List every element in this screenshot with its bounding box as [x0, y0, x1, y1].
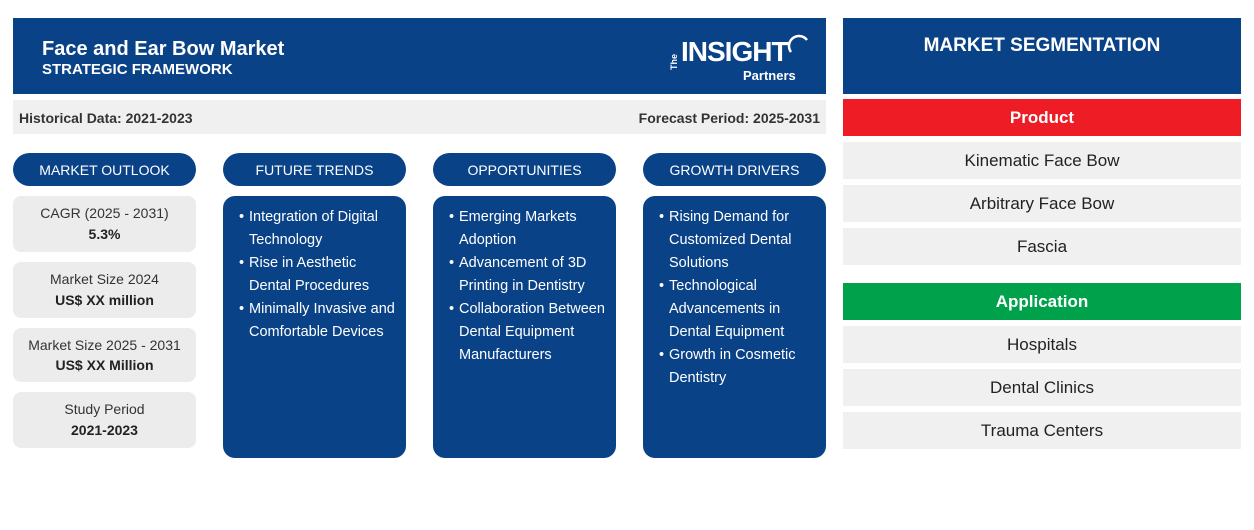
historical-data-label: Historical Data: 2021-2023 — [19, 110, 193, 126]
segment-item-kinematic-face-bow[interactable]: Kinematic Face Bow — [843, 142, 1241, 179]
outlook-value: 2021-2023 — [71, 422, 138, 438]
segment-item-fascia[interactable]: Fascia — [843, 228, 1241, 265]
insight-partners-logo[interactable]: The INSIGHT Partners — [669, 32, 819, 88]
segment-category-application[interactable]: Application — [843, 283, 1241, 320]
growth-drivers-header: GROWTH DRIVERS — [643, 153, 826, 186]
outlook-value: US$ XX million — [55, 292, 154, 308]
list-item: Growth in Cosmetic Dentistry — [659, 344, 816, 390]
segment-item-trauma-centers[interactable]: Trauma Centers — [843, 412, 1241, 449]
page-title: Face and Ear Bow Market — [42, 38, 285, 60]
outlook-card-market-size-forecast: Market Size 2025 - 2031 US$ XX Million — [13, 328, 196, 382]
list-item: Integration of Digital Technology — [239, 206, 396, 252]
list-item: Minimally Invasive and Comfortable Devic… — [239, 298, 396, 344]
logo-partners-text: Partners — [743, 68, 796, 83]
list-item: Technological Advancements in Dental Equ… — [659, 275, 816, 344]
logo-insight-text: INSIGHT — [681, 36, 789, 67]
list-item: Advancement of 3D Printing in Dentistry — [449, 252, 606, 298]
market-segmentation-title: MARKET SEGMENTATION — [843, 18, 1241, 94]
outlook-label: Study Period — [64, 401, 145, 417]
opportunities-header: OPPORTUNITIES — [433, 153, 616, 186]
market-outlook-header: MARKET OUTLOOK — [13, 153, 196, 186]
page-subtitle: STRATEGIC FRAMEWORK — [42, 61, 233, 78]
forecast-period-label: Forecast Period: 2025-2031 — [638, 110, 820, 126]
future-trends-list: Integration of Digital Technology Rise i… — [223, 196, 406, 458]
segment-item-arbitrary-face-bow[interactable]: Arbitrary Face Bow — [843, 185, 1241, 222]
period-bar: Historical Data: 2021-2023 Forecast Peri… — [13, 100, 826, 134]
list-item: Rise in Aesthetic Dental Procedures — [239, 252, 396, 298]
segment-item-dental-clinics[interactable]: Dental Clinics — [843, 369, 1241, 406]
outlook-card-market-size-2024: Market Size 2024 US$ XX million — [13, 262, 196, 318]
outlook-value: 5.3% — [88, 226, 121, 242]
outlook-card-study-period: Study Period 2021-2023 — [13, 392, 196, 448]
list-item: Emerging Markets Adoption — [449, 206, 606, 252]
outlook-value: US$ XX Million — [55, 357, 154, 373]
outlook-label: CAGR (2025 - 2031) — [40, 205, 169, 221]
header-banner: Face and Ear Bow Market STRATEGIC FRAMEW… — [13, 18, 826, 94]
opportunities-list: Emerging Markets Adoption Advancement of… — [433, 196, 616, 458]
future-trends-header: FUTURE TRENDS — [223, 153, 406, 186]
growth-drivers-list: Rising Demand for Customized Dental Solu… — [643, 196, 826, 458]
outlook-label: Market Size 2024 — [50, 271, 159, 287]
list-item: Collaboration Between Dental Equipment M… — [449, 298, 606, 367]
outlook-label: Market Size 2025 - 2031 — [28, 337, 181, 353]
logo-the-text: The — [669, 53, 679, 70]
segment-category-product[interactable]: Product — [843, 99, 1241, 136]
outlook-card-cagr: CAGR (2025 - 2031) 5.3% — [13, 196, 196, 252]
segment-item-hospitals[interactable]: Hospitals — [843, 326, 1241, 363]
list-item: Rising Demand for Customized Dental Solu… — [659, 206, 816, 275]
logo-swoosh-icon — [787, 34, 808, 53]
